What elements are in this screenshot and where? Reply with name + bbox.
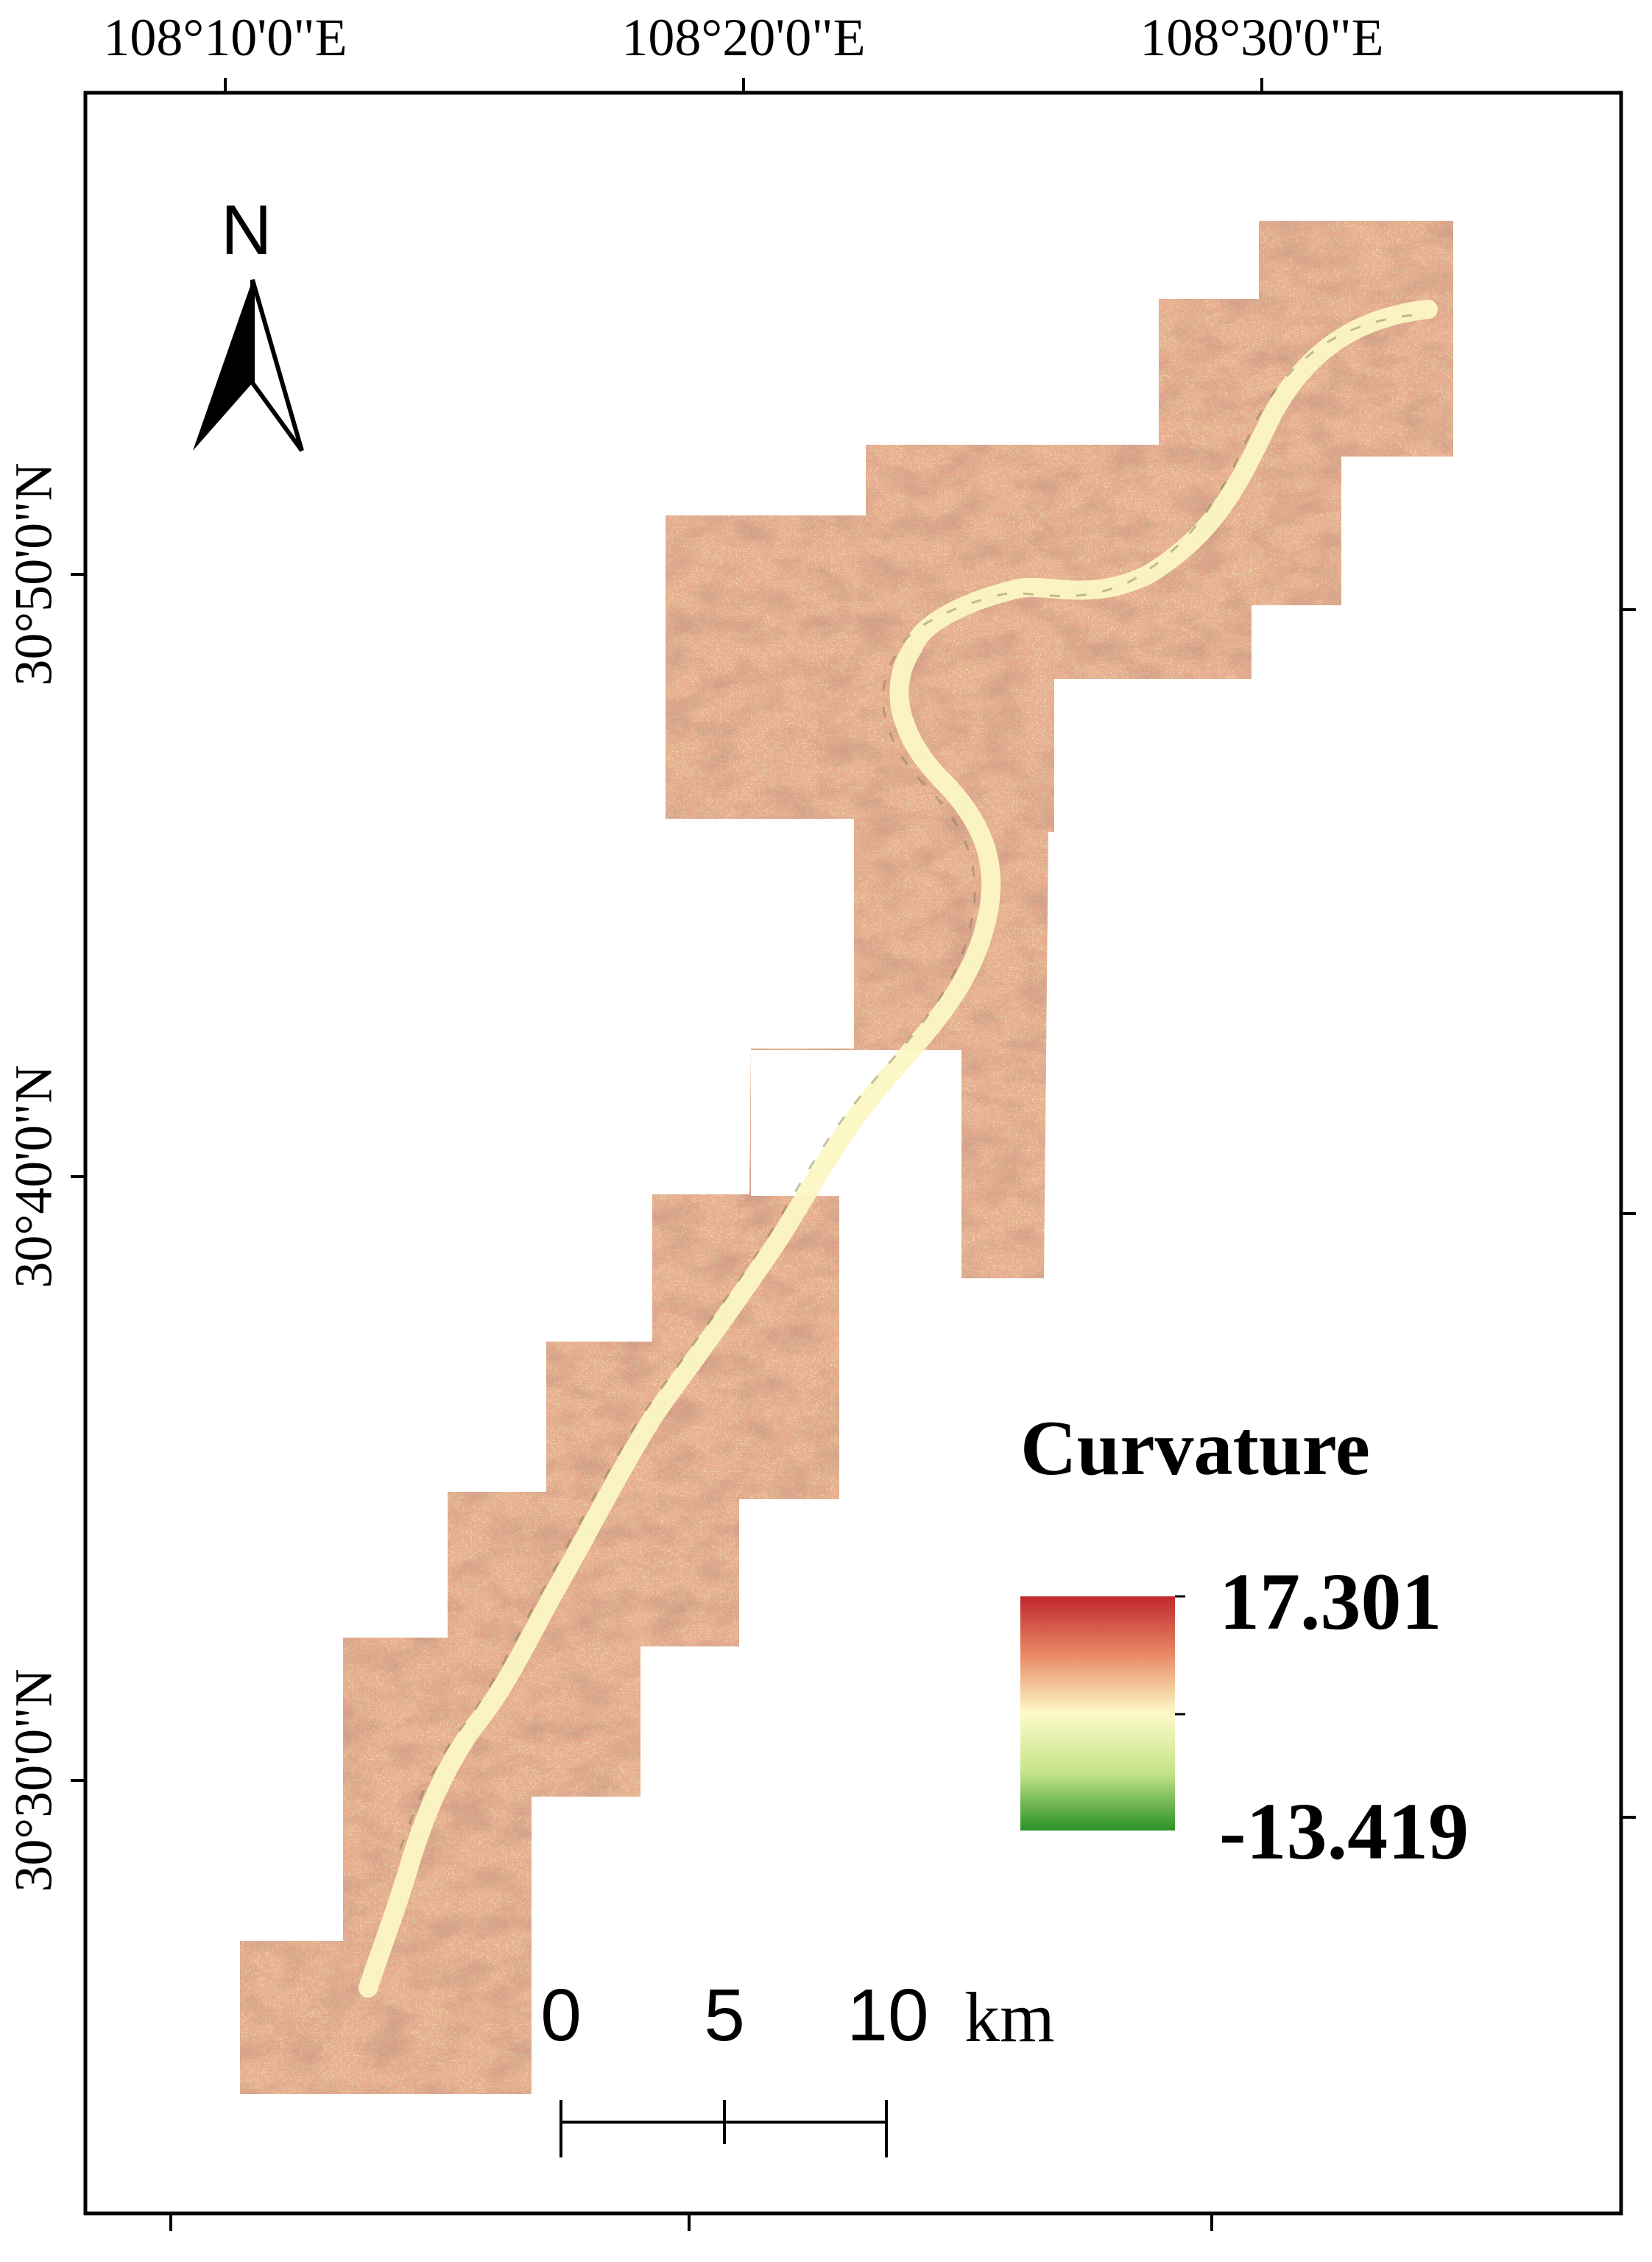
- scale-label-0: 0: [540, 1974, 582, 2057]
- scale-label-10: 10: [847, 1974, 929, 2057]
- longitude-label-3: 108°30'0"E: [1140, 8, 1384, 67]
- legend-color-ramp: [1020, 1596, 1175, 1831]
- map-frame: [83, 91, 1623, 2216]
- legend-max-value: 17.301: [1219, 1557, 1442, 1646]
- left-ticks: [71, 573, 85, 1782]
- latitude-label-3: 30°30'0"N: [4, 1669, 63, 1892]
- north-label: N: [221, 191, 272, 269]
- bottom-ticks: [169, 2213, 1213, 2231]
- legend-title: Curvature: [1020, 1405, 1370, 1491]
- scale-label-5: 5: [704, 1974, 745, 2057]
- right-ticks: [1621, 608, 1636, 1819]
- latitude-label-1: 30°50'0"N: [4, 462, 63, 686]
- river-valley: [359, 300, 1438, 1998]
- scale-bar: [560, 2100, 888, 2157]
- top-ticks: [224, 78, 1263, 93]
- longitude-label-1: 108°10'0"E: [103, 8, 347, 67]
- latitude-label-2: 30°40'0"N: [4, 1065, 63, 1289]
- longitude-label-2: 108°20'0"E: [621, 8, 866, 67]
- north-arrow-icon: [193, 279, 304, 452]
- legend-min-value: -13.419: [1219, 1786, 1469, 1876]
- curvature-raster: [240, 221, 1453, 2094]
- scale-unit: km: [964, 1978, 1055, 2057]
